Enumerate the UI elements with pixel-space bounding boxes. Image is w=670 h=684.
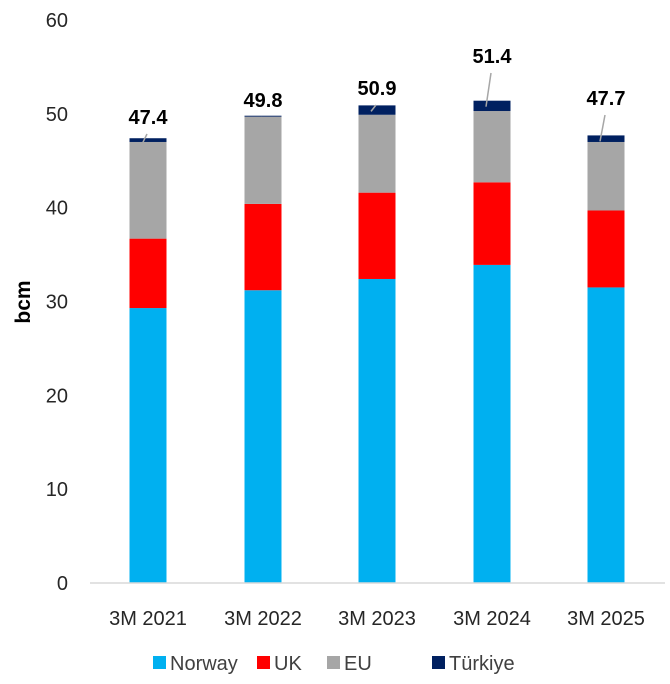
y-tick-label: 60 xyxy=(46,10,68,32)
bar-segment-trkiye xyxy=(473,100,511,112)
bar-segment-norway xyxy=(129,308,167,583)
x-tick-label: 3M 2023 xyxy=(338,608,416,630)
bar-segment-norway xyxy=(358,278,396,583)
x-tick-label: 3M 2024 xyxy=(453,608,531,630)
bar-segment-uk xyxy=(587,210,625,288)
bar-segment-trkiye xyxy=(358,105,396,115)
legend-label: Norway xyxy=(170,653,238,675)
total-data-label: 51.4 xyxy=(473,46,513,68)
legend-label: EU xyxy=(344,653,372,675)
y-tick-label: 50 xyxy=(46,104,68,126)
x-axis-categories: 3M 2021 3M 2022 3M 2023 3M 2024 3M 2025 xyxy=(109,608,645,630)
bars xyxy=(129,100,625,583)
x-tick-label: 3M 2021 xyxy=(109,608,187,630)
total-labels: 47.4 49.8 50.9 51.4 47.7 xyxy=(129,46,626,145)
legend: Norway UK EU Türkiye xyxy=(153,653,515,675)
bar-segment-uk xyxy=(129,238,167,309)
bar-segment-trkiye xyxy=(587,135,625,142)
bar-segment-uk xyxy=(473,182,511,265)
y-tick-label: 40 xyxy=(46,198,68,220)
total-data-label: 47.4 xyxy=(129,107,169,129)
total-data-label: 49.8 xyxy=(244,90,283,112)
bar-segment-norway xyxy=(244,290,282,583)
bar-segment-eu xyxy=(244,116,282,204)
leader-line xyxy=(256,116,263,123)
y-axis-ticks: 0 10 20 30 40 50 60 xyxy=(46,10,68,595)
bar-segment-eu xyxy=(473,111,511,183)
x-tick-label: 3M 2025 xyxy=(567,608,645,630)
bar-segment-eu xyxy=(587,141,625,211)
bar-segment-trkiye xyxy=(129,138,167,142)
leader-line xyxy=(485,72,492,107)
leader-line xyxy=(141,133,148,145)
legend-swatch xyxy=(432,656,445,669)
total-data-label: 50.9 xyxy=(358,78,397,100)
total-data-label: 47.7 xyxy=(587,88,626,110)
y-tick-label: 10 xyxy=(46,479,68,501)
bar-segment-norway xyxy=(587,287,625,583)
bar-segment-norway xyxy=(473,264,511,583)
y-tick-label: 30 xyxy=(46,292,68,314)
bar-segment-trkiye xyxy=(244,115,282,117)
y-tick-label: 0 xyxy=(57,573,68,595)
x-tick-label: 3M 2022 xyxy=(224,608,302,630)
bar-segment-eu xyxy=(358,114,396,193)
bar-segment-uk xyxy=(244,203,282,291)
legend-label: UK xyxy=(274,653,302,675)
leader-line xyxy=(599,114,606,142)
y-axis-title: bcm xyxy=(12,280,35,323)
bar-segment-uk xyxy=(358,192,396,279)
bar-segment-eu xyxy=(129,141,167,239)
y-tick-label: 20 xyxy=(46,385,68,407)
legend-swatch xyxy=(153,656,166,669)
leader-line xyxy=(370,104,377,112)
legend-swatch xyxy=(257,656,270,669)
legend-label: Türkiye xyxy=(449,653,515,675)
legend-swatch xyxy=(327,656,340,669)
